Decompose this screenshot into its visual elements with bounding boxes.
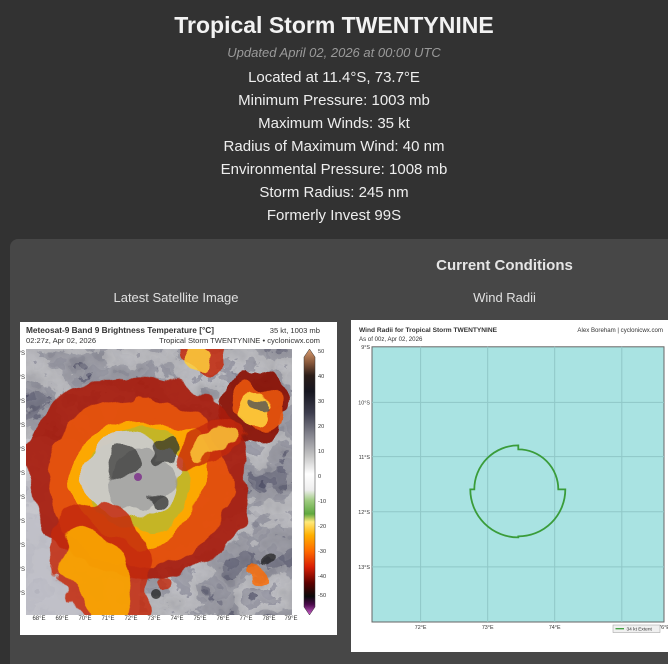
svg-text:76°E: 76°E (216, 616, 229, 622)
svg-text:74°E: 74°E (170, 616, 183, 622)
svg-text:71°E: 71°E (101, 616, 114, 622)
svg-text:Wind Radii for Tropical Storm: Wind Radii for Tropical Storm TWENTYNINE (359, 327, 498, 334)
svg-text:75°E: 75°E (193, 616, 206, 622)
svg-text:6°S: 6°S (20, 351, 25, 357)
svg-text:16°S: 16°S (20, 591, 25, 597)
svg-text:79°E: 79°E (284, 616, 297, 622)
svg-text:10°S: 10°S (20, 447, 25, 453)
svg-text:12°S: 12°S (358, 510, 370, 516)
svg-text:As of 00z, Apr 02, 2026: As of 00z, Apr 02, 2026 (359, 336, 423, 343)
svg-text:35 kt, 1003 mb: 35 kt, 1003 mb (269, 326, 319, 335)
svg-text:30: 30 (318, 399, 324, 405)
svg-text:Meteosat-9 Band 9 Brightness T: Meteosat-9 Band 9 Brightness Temperature… (26, 325, 214, 335)
svg-text:-40: -40 (318, 574, 326, 580)
svg-text:-10: -10 (318, 499, 326, 505)
svg-text:11°S: 11°S (20, 471, 25, 477)
svg-text:11°S: 11°S (359, 455, 371, 461)
svg-text:7°S: 7°S (20, 375, 25, 381)
svg-text:13°S: 13°S (358, 565, 370, 571)
svg-text:74°E: 74°E (549, 625, 561, 631)
svg-text:73°E: 73°E (482, 625, 494, 631)
svg-text:10°S: 10°S (358, 401, 370, 407)
svg-text:69°E: 69°E (55, 616, 68, 622)
svg-text:15°S: 15°S (20, 567, 25, 573)
svg-text:72°E: 72°E (415, 625, 427, 631)
svg-text:78°E: 78°E (262, 616, 275, 622)
svg-text:14°S: 14°S (20, 543, 25, 549)
svg-text:-20: -20 (318, 524, 326, 530)
svg-text:12°S: 12°S (20, 495, 25, 501)
svg-text:-30: -30 (318, 549, 326, 555)
svg-text:9°S: 9°S (20, 423, 25, 429)
svg-text:-50: -50 (318, 593, 326, 599)
svg-text:13°S: 13°S (20, 519, 25, 525)
svg-text:34 kt Extent: 34 kt Extent (627, 627, 653, 633)
svg-text:8°S: 8°S (20, 399, 25, 405)
svg-text:20: 20 (318, 424, 324, 430)
svg-text:70°E: 70°E (78, 616, 91, 622)
svg-text:0: 0 (318, 474, 321, 480)
svg-text:9°S: 9°S (361, 345, 370, 351)
svg-text:77°E: 77°E (239, 616, 252, 622)
svg-text:Alex Boreham | cyclonicwx.com: Alex Boreham | cyclonicwx.com (577, 327, 663, 334)
svg-text:10: 10 (318, 449, 324, 455)
svg-text:Tropical Storm TWENTYNINE • cy: Tropical Storm TWENTYNINE • cyclonicwx.c… (159, 336, 320, 345)
svg-text:40: 40 (318, 374, 324, 380)
svg-text:72°E: 72°E (124, 616, 137, 622)
svg-text:02:27z, Apr 02, 2026: 02:27z, Apr 02, 2026 (26, 336, 96, 345)
svg-text:73°E: 73°E (147, 616, 160, 622)
svg-text:68°E: 68°E (32, 616, 45, 622)
svg-text:50: 50 (318, 349, 324, 355)
